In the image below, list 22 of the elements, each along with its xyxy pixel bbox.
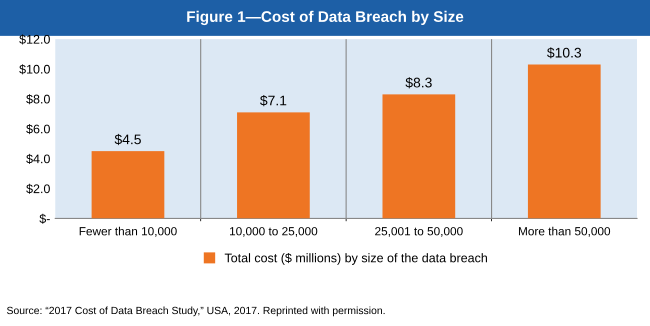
data-label: $8.3 bbox=[405, 77, 432, 88]
y-tick-label: $2.0 bbox=[26, 184, 50, 194]
data-label: $4.5 bbox=[114, 134, 141, 146]
bar bbox=[92, 151, 164, 218]
x-tick-label: Fewer than 10,000 bbox=[80, 226, 177, 237]
y-tick-label: $- bbox=[39, 214, 50, 224]
data-label: $10.3 bbox=[547, 47, 582, 58]
y-tick-label: $10.0 bbox=[19, 64, 50, 74]
x-tick-label: More than 50,000 bbox=[518, 226, 610, 237]
bar bbox=[237, 112, 310, 218]
bar bbox=[528, 64, 601, 218]
chart-title: Figure 1—Cost of Data Breach by Size bbox=[187, 10, 464, 26]
source-note: Source: “2017 Cost of Data Breach Study,” USA, 2017. Reprinted with permission. bbox=[6, 306, 385, 316]
y-tick-label: $8.0 bbox=[26, 94, 50, 104]
y-tick-label: $6.0 bbox=[26, 124, 50, 134]
bar bbox=[382, 94, 456, 218]
legend-label: Total cost ($ millions) by size of the data breach bbox=[224, 252, 487, 265]
x-tick-label: 25,001 to 50,000 bbox=[375, 227, 463, 237]
x-tick-label: 10,000 to 25,000 bbox=[230, 227, 318, 237]
y-tick-label: $4.0 bbox=[26, 154, 50, 164]
y-tick-label: $12.0 bbox=[19, 34, 50, 45]
data-label: $7.1 bbox=[260, 95, 286, 106]
